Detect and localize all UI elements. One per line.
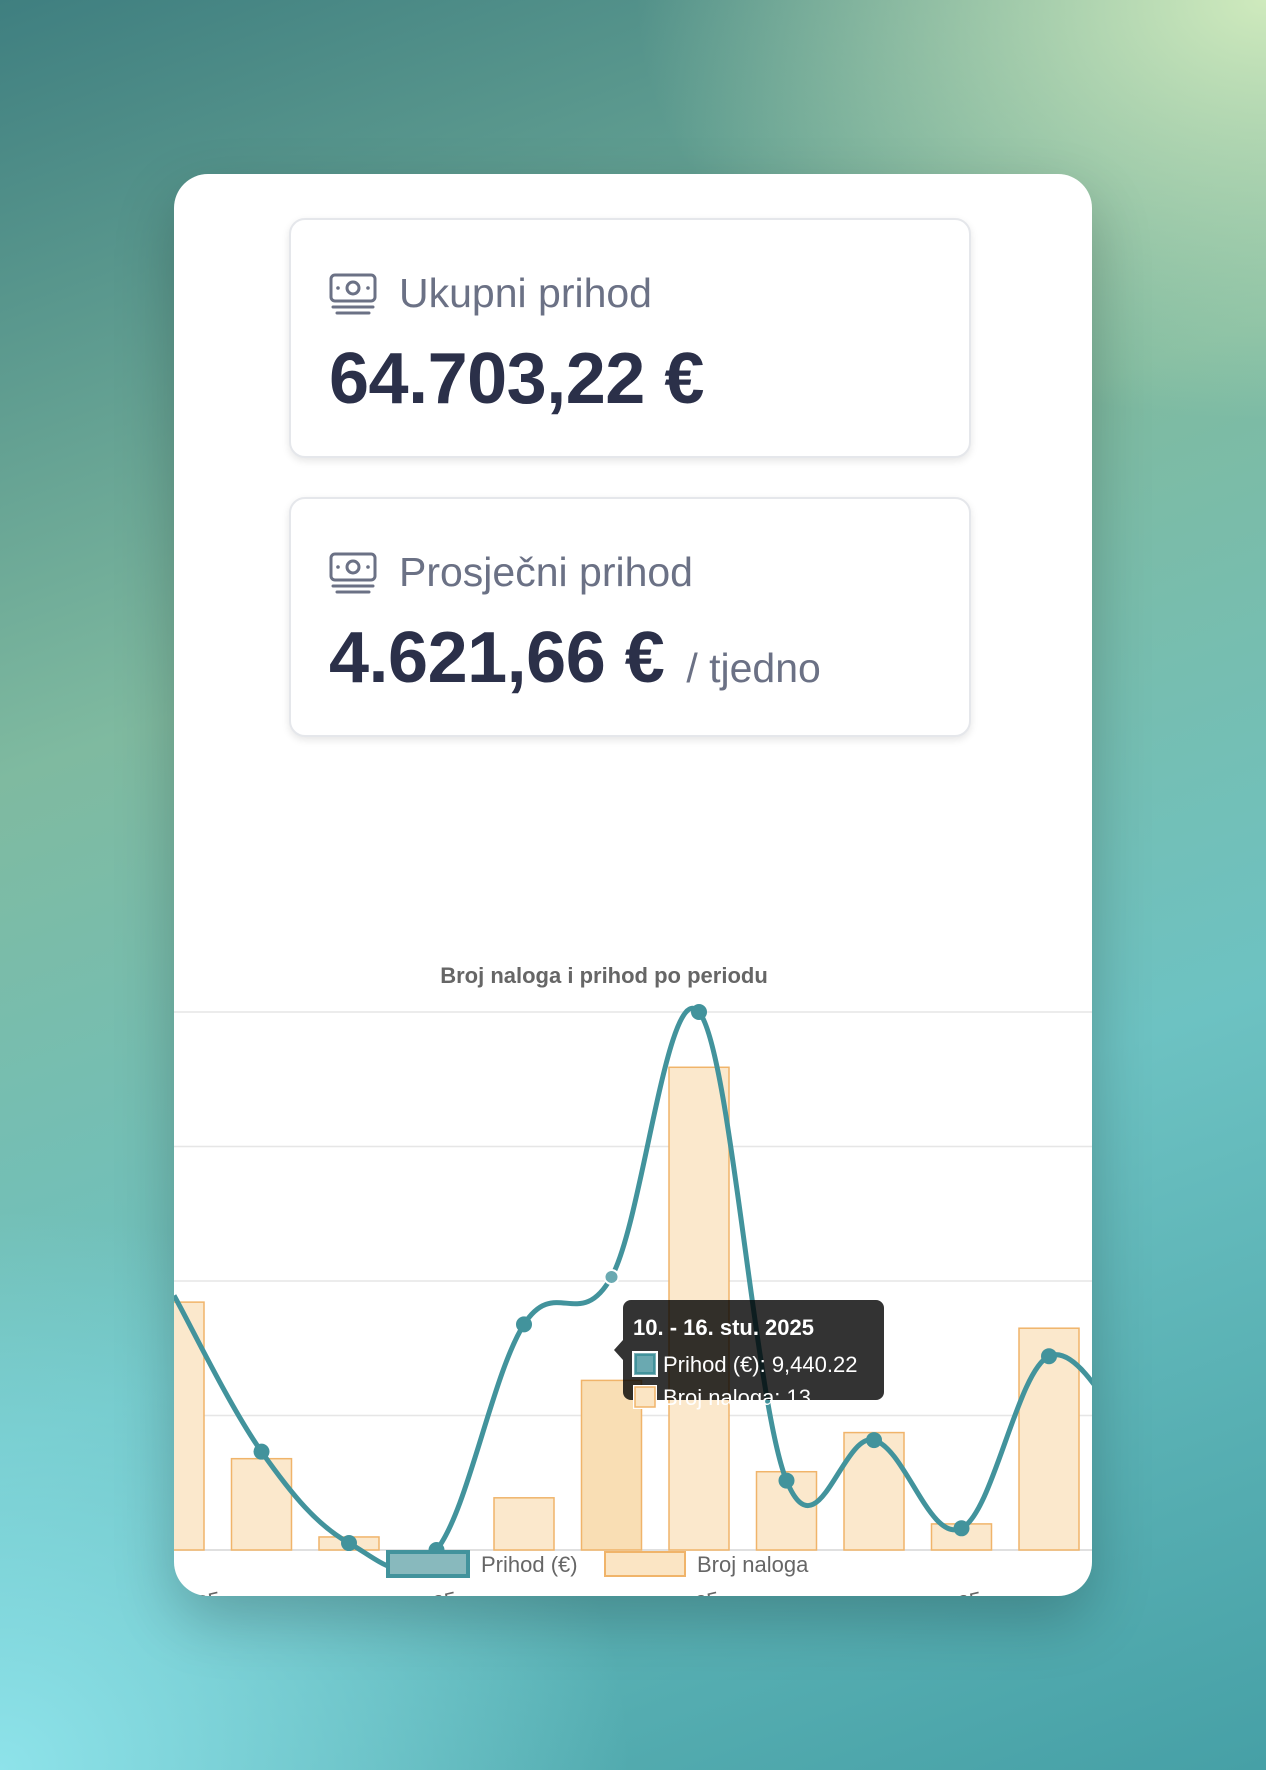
average-revenue-label: Prosječni prihod — [399, 549, 693, 595]
chart-legend[interactable]: Prihod (€) Broj naloga — [386, 1550, 809, 1578]
revenue-point — [778, 1472, 795, 1489]
legend-label-prihod: Prihod (€) — [481, 1552, 578, 1577]
legend-item-broj-naloga[interactable]: Broj naloga — [604, 1551, 809, 1577]
revenue-point — [953, 1520, 970, 1537]
legend-label-broj-naloga: Broj naloga — [697, 1552, 809, 1577]
x-axis-ticks: lis. 2025 3. - 9. stu. 2025 24. - 30. stu.… — [174, 1587, 985, 1596]
total-revenue-header: Ukupni prihod — [329, 270, 652, 317]
legend-swatch-broj-naloga — [604, 1551, 686, 1577]
revenue-point — [341, 1535, 357, 1552]
chart-title: Broj naloga i prihod po periodu — [440, 963, 768, 988]
average-revenue-value-row: 4.621,66 € / tjedno — [329, 617, 821, 699]
tooltip-line-broj: Broj naloga: 13 — [663, 1385, 811, 1410]
bar — [230, 1457, 293, 1551]
chart-tooltip: 10. - 16. stu. 2025 Prihod (€): 9,440.22… — [614, 1300, 884, 1410]
revenue-point — [1041, 1348, 1057, 1365]
orders-revenue-chart[interactable]: Broj naloga i prihod po periodu lis. 202… — [174, 774, 1092, 1596]
total-revenue-value: 64.703,22 € — [329, 339, 704, 419]
average-revenue-suffix: / tjedno — [686, 645, 821, 691]
line-series-prihod — [174, 1004, 1092, 1573]
revenue-point — [253, 1443, 270, 1460]
bar — [493, 1497, 555, 1551]
tooltip-title: 10. - 16. stu. 2025 — [633, 1315, 814, 1340]
bar-series-broj-naloga — [174, 1066, 1080, 1551]
x-tick-label: lis. 2025 — [174, 1587, 223, 1596]
total-revenue-card: Ukupni prihod 64.703,22 € — [289, 218, 971, 458]
revenue-point — [691, 1004, 707, 1020]
x-tick-label: 15. - 21. pro. 2025 — [804, 1587, 985, 1596]
tooltip-line-prihod: Prihod (€): 9,440.22 — [663, 1352, 857, 1377]
legend-item-prihod[interactable]: Prihod (€) — [386, 1550, 578, 1578]
bar — [1018, 1327, 1080, 1551]
tooltip-box — [623, 1300, 884, 1400]
bar — [580, 1379, 643, 1551]
tooltip-swatch-prihod-inner — [635, 1354, 655, 1374]
revenue-point — [866, 1432, 882, 1449]
average-revenue-header: Prosječni prihod — [329, 549, 693, 596]
legend-swatch-prihod — [386, 1550, 470, 1578]
money-icon — [329, 273, 377, 314]
x-tick-label: 3. - 9. stu. 2025 — [305, 1587, 460, 1596]
revenue-point — [603, 1268, 620, 1285]
average-revenue-value: 4.621,66 € — [329, 618, 665, 698]
tooltip-swatch-broj-inner — [634, 1386, 656, 1408]
revenue-point — [516, 1316, 532, 1333]
tooltip-caret — [614, 1340, 623, 1360]
bar — [843, 1431, 905, 1551]
dashboard-card: Ukupni prihod 64.703,22 € Prosječni prih… — [174, 174, 1092, 1596]
average-revenue-card: Prosječni prihod 4.621,66 € / tjedno — [289, 497, 971, 737]
total-revenue-label: Ukupni prihod — [399, 270, 652, 316]
chart-svg[interactable]: Broj naloga i prihod po periodu lis. 202… — [174, 774, 1092, 1596]
x-tick-label: 24. - 30. stu. 2025 — [544, 1587, 722, 1596]
money-icon — [329, 552, 377, 593]
total-revenue-value-row: 64.703,22 € — [329, 338, 704, 420]
